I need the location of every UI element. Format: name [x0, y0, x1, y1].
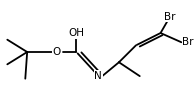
Text: O: O [52, 47, 61, 57]
Text: Br: Br [182, 37, 194, 47]
Text: N: N [94, 71, 102, 81]
Text: OH: OH [68, 28, 84, 38]
Text: Br: Br [164, 12, 176, 22]
